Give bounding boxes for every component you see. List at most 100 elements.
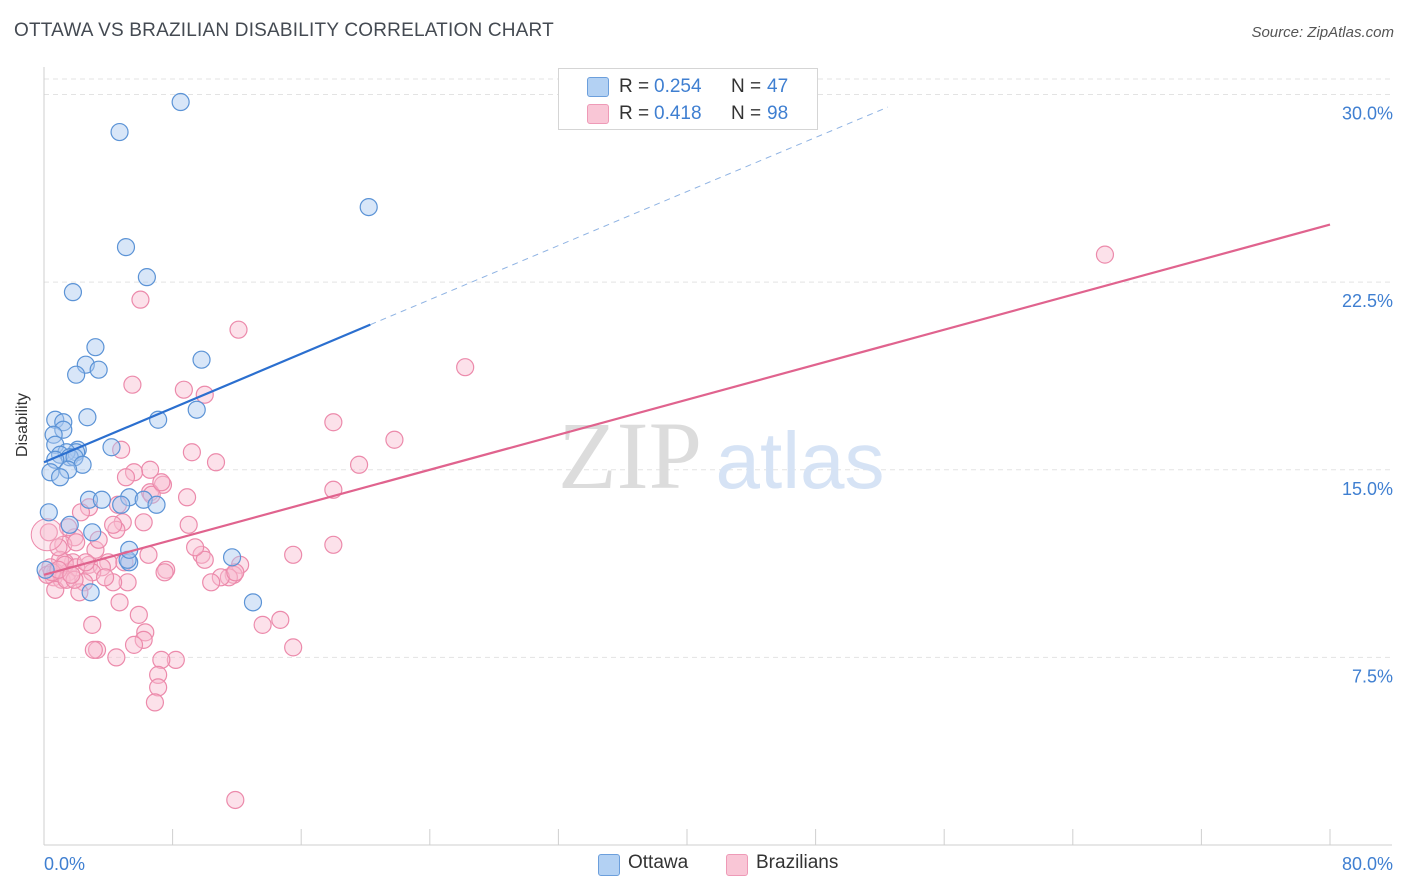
ottawa-point — [92, 490, 111, 509]
ottawa-point — [73, 455, 92, 474]
brazilians-point — [192, 545, 211, 564]
brazilians-point-large — [30, 518, 64, 552]
brazilians-point — [95, 568, 115, 587]
ottawa-legend-swatch — [598, 854, 620, 876]
brazilians-point — [166, 650, 185, 669]
brazilians-point — [118, 573, 137, 592]
ottawa-trend-line — [43, 323, 371, 464]
n-label: N = — [731, 76, 762, 97]
brazilians-point — [39, 523, 58, 542]
ottawa-point — [81, 583, 100, 602]
ottawa-point — [116, 238, 136, 257]
brazilians-point — [229, 320, 248, 339]
brazilians-point — [456, 358, 475, 377]
brazilians-point — [152, 650, 171, 669]
brazilians-point — [136, 623, 155, 642]
brazilians-point — [123, 375, 142, 394]
brazilians-point — [124, 635, 144, 654]
watermark-atlas: atlas — [716, 416, 885, 505]
ottawa-point — [36, 560, 55, 579]
brazilians-point — [186, 538, 205, 557]
legend-label: Ottawa — [628, 852, 689, 873]
brazilians-point — [65, 570, 84, 589]
chart-title: OTTAWA VS BRAZILIAN DISABILITY CORRELATI… — [14, 20, 554, 41]
brazilians-point — [195, 550, 214, 569]
ottawa-point — [50, 468, 70, 487]
brazilians-point — [83, 615, 102, 634]
stats-row-ottawa: R = 0.254 N = 47 — [559, 74, 817, 100]
brazilians-point — [107, 648, 126, 667]
brazilians-point — [349, 455, 369, 474]
n-value: 47 — [767, 76, 789, 97]
brazilians-point — [324, 413, 343, 432]
brazilians-point — [177, 488, 197, 507]
brazilians-swatch — [587, 104, 609, 124]
ottawa-point — [147, 495, 166, 514]
brazilians-point — [116, 468, 136, 487]
brazilians-point — [131, 290, 150, 309]
brazilians-point — [86, 540, 105, 559]
brazilians-point — [179, 515, 198, 534]
brazilians-point — [253, 615, 272, 634]
brazilians-point — [104, 515, 123, 534]
brazilians-point — [385, 430, 404, 449]
ottawa-point — [112, 495, 131, 514]
brazilians-point — [149, 665, 168, 684]
ottawa-point — [60, 515, 79, 534]
brazilians-point — [145, 693, 165, 712]
brazilians-point — [89, 530, 108, 549]
ottawa-point — [137, 268, 156, 287]
brazilians-point — [206, 453, 226, 472]
ottawa-swatch — [587, 77, 609, 97]
brazilians-point — [226, 563, 245, 582]
brazilians-point — [211, 568, 230, 587]
ottawa-point — [359, 197, 378, 217]
y-tick-label: 15.0% — [1342, 479, 1393, 499]
brazilians-point — [226, 790, 245, 810]
r-label: R = — [619, 103, 650, 124]
brazilians-point — [284, 545, 303, 564]
brazilians-point — [284, 638, 303, 657]
brazilians-point — [52, 570, 71, 589]
r-label: R = — [619, 76, 650, 97]
brazilians-point — [134, 513, 153, 532]
chart-source: Source: ZipAtlas.com — [1251, 24, 1394, 41]
brazilians-point — [1095, 245, 1115, 264]
brazilians-point — [110, 593, 129, 612]
ottawa-point — [192, 350, 211, 369]
x-tick-label: 0.0% — [44, 854, 85, 874]
r-value: 0.254 — [654, 76, 702, 97]
brazilians-point — [84, 640, 103, 659]
brazilians-point — [149, 678, 168, 697]
brazilians-point — [271, 610, 290, 629]
r-value: 0.418 — [654, 103, 702, 124]
brazilians-point — [324, 535, 343, 554]
y-axis-label: Disability — [14, 392, 31, 457]
n-label: N = — [731, 103, 762, 124]
brazilians-point — [49, 538, 68, 557]
brazilians-point — [155, 563, 174, 582]
y-tick-label: 30.0% — [1342, 104, 1393, 124]
stats-box: R = 0.254 N = 47 R = 0.418 N = 98 — [558, 68, 818, 130]
ottawa-point — [83, 523, 102, 542]
ottawa-point — [79, 490, 99, 509]
ottawa-point — [41, 463, 60, 482]
legend-label: Brazilians — [756, 852, 839, 873]
watermark: ZIP atlas — [558, 402, 884, 509]
brazilians-point — [134, 630, 153, 649]
brazilians-point — [174, 380, 193, 399]
ottawa-point — [86, 338, 105, 357]
ottawa-point — [110, 122, 129, 142]
ottawa-trend-extension — [370, 106, 889, 326]
n-value: 98 — [767, 103, 789, 124]
brazilians-point — [202, 573, 221, 592]
ottawa-point — [89, 360, 108, 379]
watermark-zip: ZIP — [558, 402, 702, 509]
brazilians-points — [30, 245, 1115, 810]
tick-labels: 7.5% 15.0% 22.5% 30.0% 0.0% 80.0% — [44, 104, 1393, 874]
brazilians-point — [152, 473, 171, 492]
brazilians-trend-line — [43, 223, 1331, 576]
axes — [43, 67, 1392, 846]
brazilians-point — [67, 533, 86, 552]
